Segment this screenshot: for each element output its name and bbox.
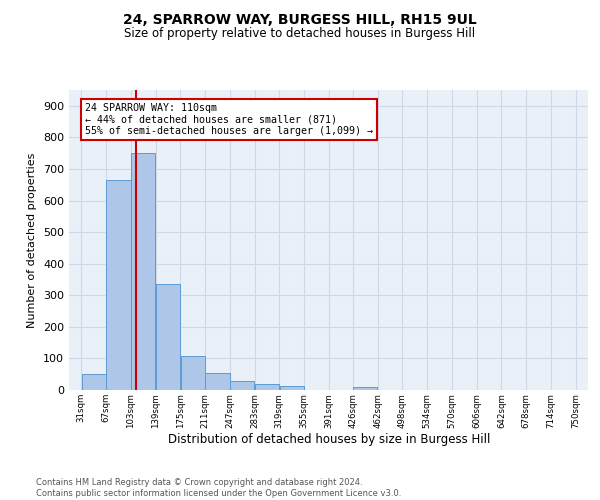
Bar bbox=[156, 284, 180, 390]
Bar bbox=[230, 382, 254, 390]
Bar bbox=[181, 356, 205, 390]
Text: Contains HM Land Registry data © Crown copyright and database right 2024.
Contai: Contains HM Land Registry data © Crown c… bbox=[36, 478, 401, 498]
Text: 24 SPARROW WAY: 110sqm
← 44% of detached houses are smaller (871)
55% of semi-de: 24 SPARROW WAY: 110sqm ← 44% of detached… bbox=[85, 102, 373, 136]
Y-axis label: Number of detached properties: Number of detached properties bbox=[28, 152, 37, 328]
Bar bbox=[106, 180, 131, 390]
Bar bbox=[205, 374, 230, 390]
Text: Distribution of detached houses by size in Burgess Hill: Distribution of detached houses by size … bbox=[167, 432, 490, 446]
Bar bbox=[131, 153, 155, 390]
Bar bbox=[82, 374, 106, 390]
Bar bbox=[353, 388, 377, 390]
Text: 24, SPARROW WAY, BURGESS HILL, RH15 9UL: 24, SPARROW WAY, BURGESS HILL, RH15 9UL bbox=[123, 12, 477, 26]
Text: Size of property relative to detached houses in Burgess Hill: Size of property relative to detached ho… bbox=[124, 28, 476, 40]
Bar bbox=[280, 386, 304, 390]
Bar bbox=[255, 384, 279, 390]
